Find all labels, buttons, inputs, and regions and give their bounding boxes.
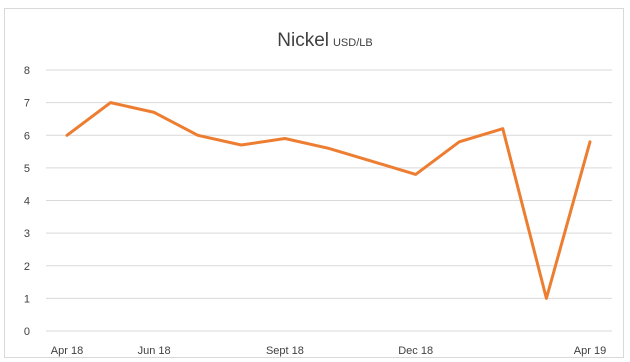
x-tick-label: Jun 18 (138, 345, 171, 357)
y-axis-ticks: 0 1 2 3 4 5 6 7 8 (24, 65, 30, 338)
y-tick-label: 3 (24, 228, 30, 240)
y-tick-label: 0 (24, 326, 30, 338)
chart-frame (4, 8, 624, 358)
chart-title: Nickel USD/LB (277, 30, 372, 51)
x-axis-ticks: Apr 18 Jun 18 Sept 18 Dec 18 Apr 19 (51, 345, 606, 357)
gridlines (46, 69, 612, 332)
y-tick-label: 6 (24, 130, 30, 142)
y-tick-label: 2 (24, 261, 30, 273)
y-tick-label: 1 (24, 293, 30, 305)
chart-title-main: Nickel (277, 30, 329, 51)
series-layer (65, 101, 592, 300)
x-tick-label: Apr 19 (574, 345, 606, 357)
x-tick-label: Apr 18 (51, 345, 83, 357)
x-tick-label: Dec 18 (398, 345, 433, 357)
y-tick-label: 5 (24, 163, 30, 175)
x-tick-label: Sept 18 (266, 345, 304, 357)
y-tick-label: 4 (24, 196, 30, 208)
chart-title-unit: USD/LB (333, 37, 373, 49)
y-tick-label: 7 (24, 98, 30, 110)
y-tick-label: 8 (24, 65, 30, 77)
